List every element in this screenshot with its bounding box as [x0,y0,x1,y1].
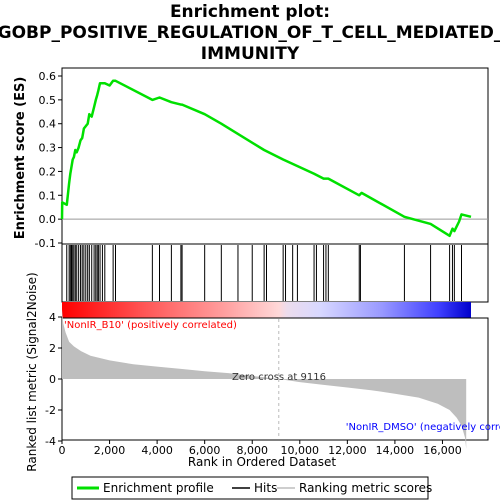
hits-panel-frame [61,243,489,303]
es-y-tick-label: 0.5 [39,94,57,107]
es-y-tick-label: -0.1 [35,237,56,250]
es-y-tick-label: 0.0 [39,213,57,226]
x-tick-label: 8,000 [236,444,268,457]
zero-cross-label: Zero cross at 9116 [232,372,326,383]
es-y-tick-label: 0.1 [39,189,57,202]
x-tick-label: 2,000 [94,444,126,457]
es-y-axis-title: Enrichment score (ES) [13,77,28,240]
hits-group [66,245,462,301]
legend: Enrichment profile Hits Ranking metric s… [71,476,432,500]
positive-correlation-label: 'NonIR_B10' (positively correlated) [64,320,237,331]
es-y-tick-label: 0.3 [39,142,57,155]
correlation-color-bar [62,302,471,318]
legend-ranking-metric-label: Ranking metric scores [299,481,432,495]
ranking-y-tick-label: 0 [49,373,56,386]
chart-title-line-2: GOBP_POSITIVE_REGULATION_OF_T_CELL_MEDIA… [0,23,500,43]
ranking-y-axis-title: Ranked list metric (Signal2Noise) [25,272,39,471]
x-axis-ticks: 0 2,000 4,000 6,000 8,000 10,000 12,000 14,000 1… [59,440,462,457]
ranking-y-tick-label: -4 [45,435,56,448]
es-y-tick-label: 0.2 [39,165,57,178]
ranking-group [62,309,467,449]
chart-title-line-3: IMMUNITY [201,44,300,64]
ranking-y-tick-label: 4 [49,311,56,324]
es-y-tick-label: 0.4 [39,118,57,131]
x-tick-label: 10,000 [281,444,320,457]
ranking-metric-area [62,309,467,449]
x-tick-label: 14,000 [376,444,415,457]
chart-title-line-1: Enrichment plot: [170,2,330,22]
x-tick-label: 0 [59,444,66,457]
legend-enrichment-profile-label: Enrichment profile [103,481,214,495]
negative-correlation-label: 'NonIR_DMSO' (negatively correlated) [346,422,500,433]
enrichment-profile-line [60,79,472,238]
ranking-y-tick-label: -2 [45,404,56,417]
x-axis-title: Rank in Ordered Dataset [188,455,336,469]
ranking-y-ticks: 4 2 0 -2 -4 [45,311,62,448]
es-y-ticks: -0.1 0.0 0.1 0.2 0.3 0.4 0.5 0.6 [35,70,62,250]
legend-hits-label: Hits [254,481,277,495]
x-tick-label: 16,000 [423,444,462,457]
x-tick-label: 6,000 [189,444,221,457]
es-curve-group [60,79,472,238]
es-y-tick-label: 0.6 [39,70,57,83]
x-tick-label: 12,000 [328,444,367,457]
ranking-y-tick-label: 2 [49,342,56,355]
x-tick-label: 4,000 [141,444,173,457]
